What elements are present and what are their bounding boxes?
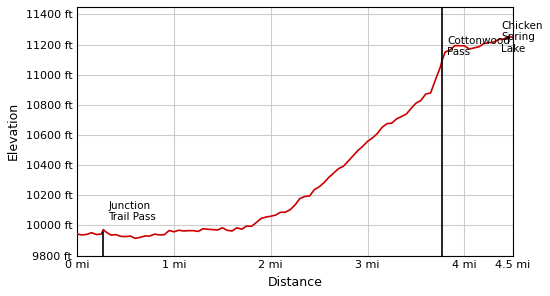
Text: Junction
Trail Pass: Junction Trail Pass: [108, 201, 156, 223]
X-axis label: Distance: Distance: [268, 276, 322, 289]
Text: Chicken
Spring
Lake: Chicken Spring Lake: [501, 20, 543, 54]
Text: Cottonwood
Pass: Cottonwood Pass: [447, 36, 510, 57]
Y-axis label: Elevation: Elevation: [7, 102, 20, 160]
